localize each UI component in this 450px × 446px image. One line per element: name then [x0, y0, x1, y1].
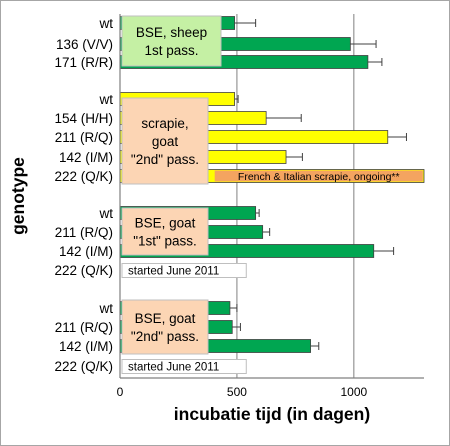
- genotype-label-g3-0: wt: [99, 301, 114, 316]
- group-label-text-0-0: BSE, sheep: [136, 25, 207, 40]
- group-label-box-0: [121, 15, 222, 67]
- genotype-label-g1-3: 142 (I/M): [59, 150, 113, 165]
- genotype-label-g0-0: wt: [99, 16, 114, 31]
- x-tick-label-0: 0: [117, 385, 124, 399]
- group-label-text-2-1: "1st" pass.: [133, 234, 197, 249]
- note-text-g2: started June 2011: [128, 266, 219, 278]
- genotype-label-g3-3: 222 (Q/K): [54, 359, 113, 374]
- genotype-label-g0-2: 171 (R/R): [54, 55, 113, 70]
- group-label-box-1: [121, 97, 209, 185]
- group-label-text-1-1: goat: [152, 134, 179, 149]
- group-label-text-3-1: "2nd" pass.: [131, 329, 199, 344]
- genotype-label-g2-1: 211 (R/Q): [55, 225, 113, 240]
- genotype-label-g2-3: 222 (Q/K): [54, 263, 113, 278]
- group-label-box-3: [121, 299, 209, 355]
- genotype-label-g1-4: 222 (Q/K): [54, 169, 113, 184]
- group-label-box-2: [121, 207, 209, 256]
- ongoing-label: French & Italian scrapie, ongoing**: [238, 171, 400, 183]
- genotype-label-g2-0: wt: [99, 206, 114, 221]
- x-axis-title: incubatie tijd (in dagen): [174, 404, 370, 424]
- x-tick-label-1000: 1000: [340, 385, 367, 399]
- group-label-text-2-0: BSE, goat: [135, 216, 196, 231]
- genotype-label-g3-1: 211 (R/Q): [55, 320, 113, 335]
- genotype-label-g3-2: 142 (I/M): [59, 339, 113, 354]
- y-axis-title: genotype: [8, 157, 28, 235]
- x-tick-label-500: 500: [227, 385, 247, 399]
- note-box-g2: [121, 263, 247, 278]
- genotype-label-g2-2: 142 (I/M): [59, 244, 113, 259]
- group-label-text-0-1: 1st pass.: [144, 43, 198, 58]
- note-text-g3: started June 2011: [128, 362, 219, 374]
- group-label-text-1-2: "2nd" pass.: [131, 152, 199, 167]
- group-label-text-3-0: BSE, goat: [135, 311, 196, 326]
- genotype-label-g0-1: 136 (V/V): [56, 37, 113, 52]
- note-box-g3: [121, 359, 247, 374]
- genotype-label-g1-1: 154 (H/H): [54, 111, 113, 126]
- ongoing-overlay: [214, 170, 423, 182]
- group-label-text-1-0: scrapie,: [141, 116, 188, 131]
- genotype-label-g1-2: 211 (R/Q): [55, 130, 113, 145]
- genotype-label-g1-0: wt: [99, 92, 114, 107]
